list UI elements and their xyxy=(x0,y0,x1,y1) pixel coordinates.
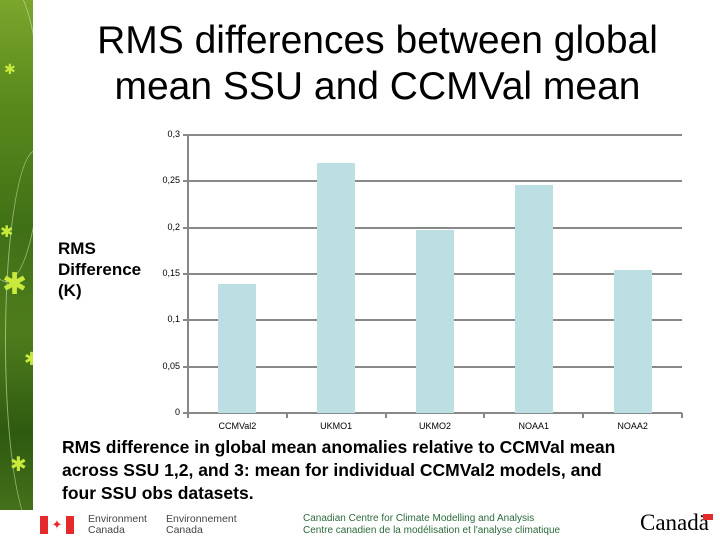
x-category-label: UKMO2 xyxy=(418,421,451,431)
centre-name: Canadian Centre for Climate Modelling an… xyxy=(303,513,560,537)
bar-ukmo1 xyxy=(317,162,356,413)
x-tick xyxy=(187,413,189,418)
x-tick xyxy=(681,413,683,418)
y-tick-label: 0,1 xyxy=(167,314,180,325)
y-tick-label: 0 xyxy=(174,407,180,417)
mini-flag-icon xyxy=(702,514,713,520)
dept-name-fr: Environnement Canada xyxy=(166,514,237,536)
caption-line: across SSU 1,2, and 3: mean for individu… xyxy=(62,460,602,480)
dept-fr-line: Environnement xyxy=(166,513,237,525)
caption-line: four SSU obs datasets. xyxy=(62,483,254,503)
caption-line: RMS difference in global mean anomalies … xyxy=(62,437,616,457)
maple-leaf-icon: ✱ xyxy=(0,224,14,241)
bar-chart: 0 0,05 0,1 0,15 0,2 0,25 0,3 CCMVal2 UKMO1 UKMO2 N… xyxy=(162,129,683,431)
maple-leaf-icon: ✱ xyxy=(4,61,16,77)
dept-en-line: Canada xyxy=(88,524,125,536)
maple-leaf-icon: ✱ xyxy=(24,349,33,369)
y-tick-label: 0,3 xyxy=(167,129,180,139)
x-category-label: NOAA2 xyxy=(617,421,648,431)
canada-wordmark: Canadä xyxy=(640,510,713,536)
title-line-1: RMS differences between global xyxy=(97,19,658,62)
gridline xyxy=(183,180,682,183)
gridline xyxy=(183,134,682,136)
y-tick-label: 0,25 xyxy=(162,175,180,186)
x-tick xyxy=(384,413,387,418)
x-tick xyxy=(582,413,585,418)
gridline xyxy=(183,226,682,229)
slide-title: RMS differences between global mean SSU … xyxy=(40,18,715,110)
y-axis-label: RMS Difference (K) xyxy=(58,238,141,301)
y-tick-label: 0,15 xyxy=(162,268,180,278)
bar-ukmo2 xyxy=(416,230,454,413)
y-axis-label-line: RMS xyxy=(58,239,96,258)
dept-en-line: Environment xyxy=(88,513,147,525)
wordmark-text: Canadä xyxy=(640,510,709,535)
x-category-label: CCMVal2 xyxy=(218,421,257,431)
bar-noaa1 xyxy=(514,185,553,413)
x-tick xyxy=(483,413,486,418)
x-category-label: NOAA1 xyxy=(518,421,550,431)
footer xyxy=(0,510,720,540)
maple-leaf-icon: ✱ xyxy=(10,454,27,476)
centre-name-en: Canadian Centre for Climate Modelling an… xyxy=(303,513,535,524)
x-category-label: UKMO1 xyxy=(320,421,353,431)
y-tick-label: 0,05 xyxy=(162,360,180,371)
title-line-2: mean SSU and CCMVal mean xyxy=(114,65,641,108)
y-axis-label-line: Difference xyxy=(58,260,142,279)
y-axis-label-line: (K) xyxy=(58,281,82,300)
bar-noaa2 xyxy=(613,270,652,413)
y-tick-label: 0,2 xyxy=(167,221,180,232)
y-axis xyxy=(187,135,189,414)
canada-flag-icon: ✦ xyxy=(40,516,74,534)
x-tick xyxy=(285,413,288,418)
dept-fr-line: Canada xyxy=(166,524,203,536)
centre-name-fr: Centre canadien de la modélisation et l'… xyxy=(303,525,561,536)
dept-name-en: Environment Canada xyxy=(88,514,147,536)
bar-ccmval2 xyxy=(218,284,257,413)
slide-caption: RMS difference in global mean anomalies … xyxy=(62,436,712,505)
gridline xyxy=(183,412,682,414)
decorative-sidebar: ✱ ✱ ✱ ✱ ✱ xyxy=(0,0,33,510)
maple-leaf-icon: ✱ xyxy=(2,268,28,301)
